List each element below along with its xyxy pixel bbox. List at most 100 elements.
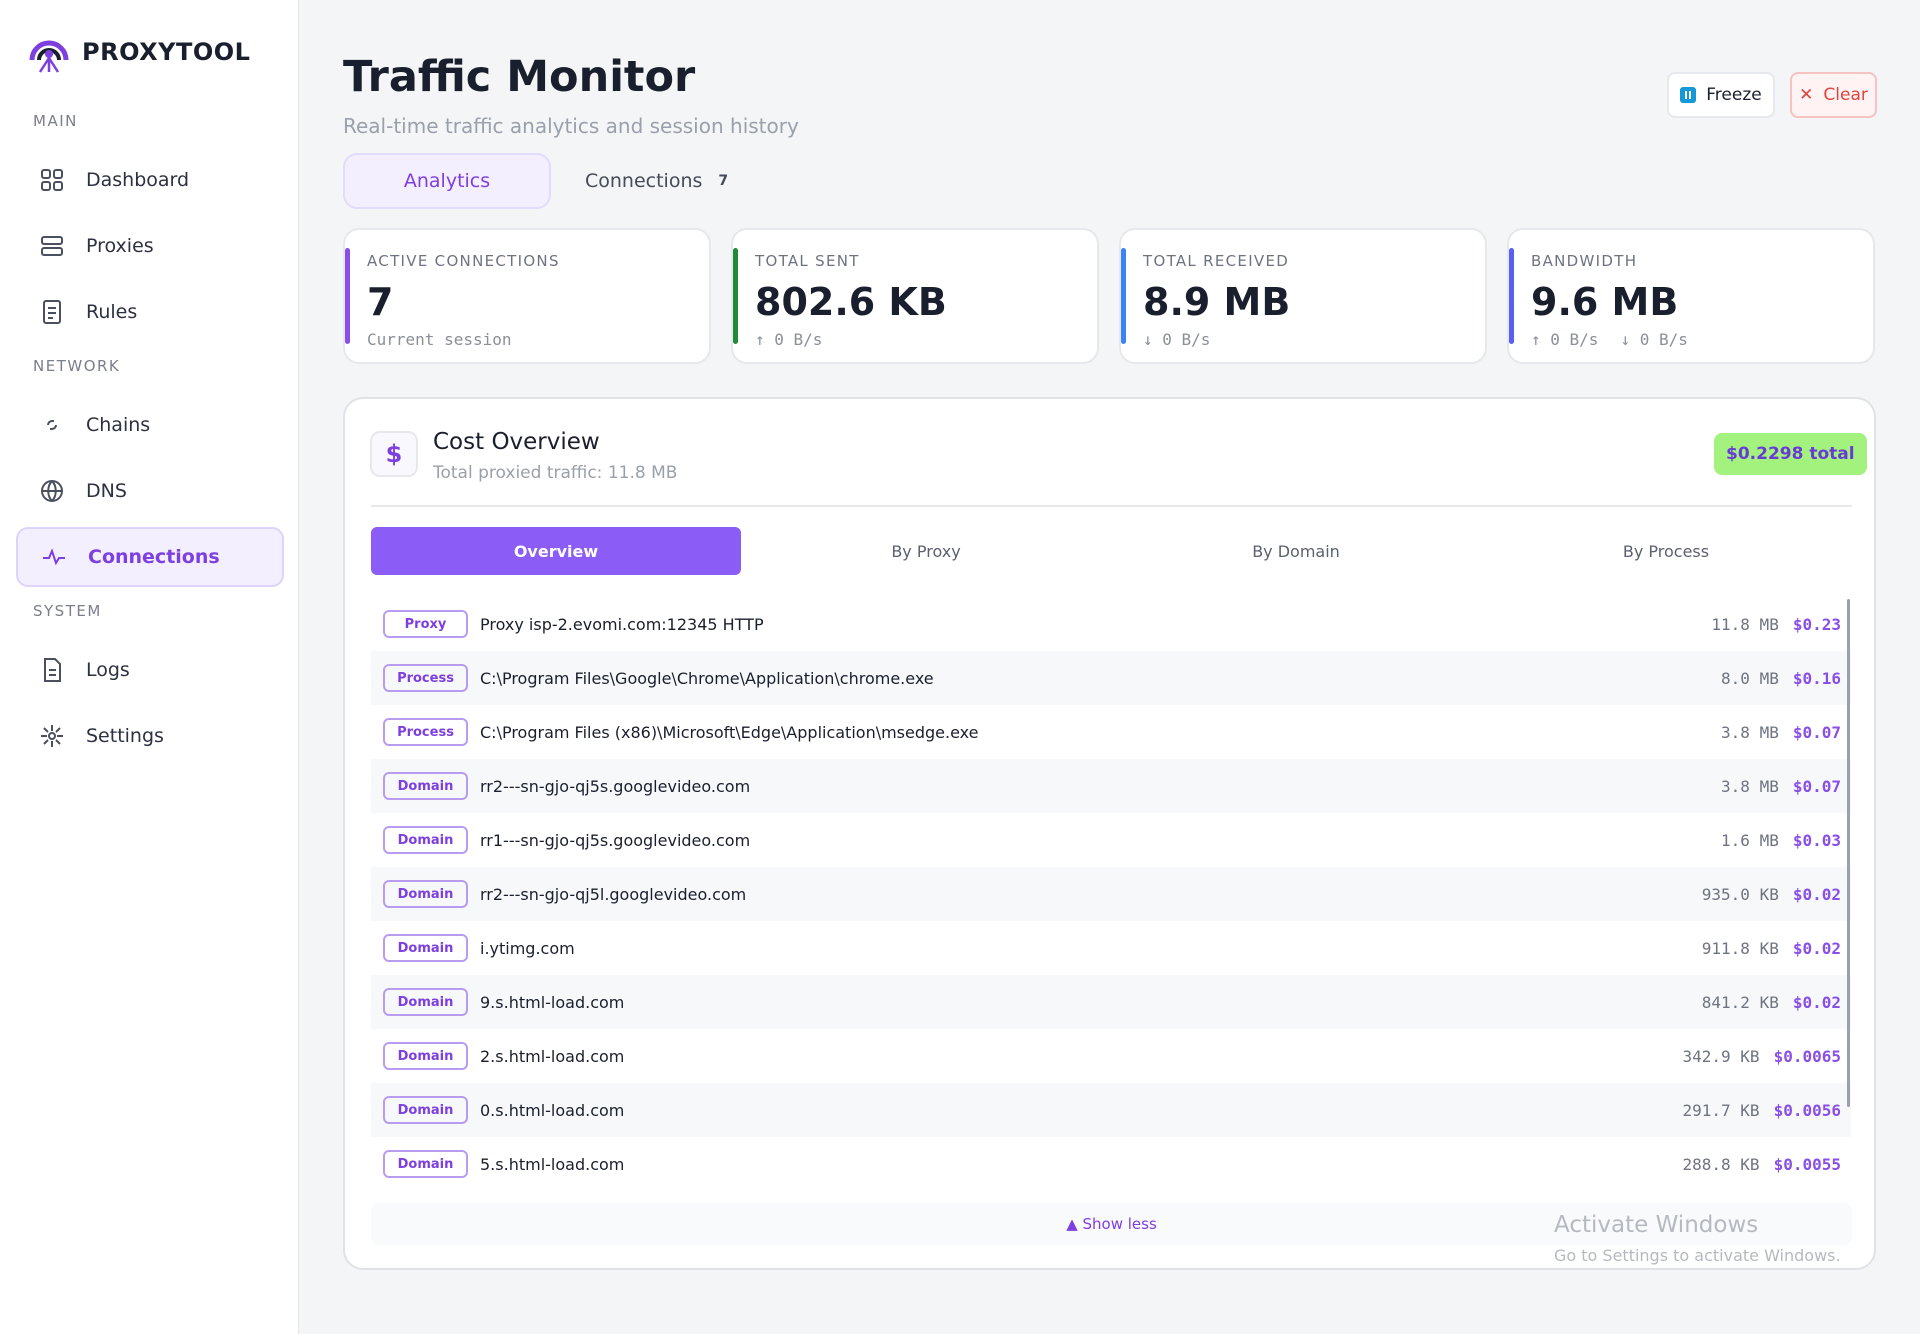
stat-accent [1121,248,1126,344]
row-name: 9.s.html-load.com [480,992,625,1012]
kind-badge: Domain [383,988,468,1016]
row-name: 0.s.html-load.com [480,1100,625,1120]
cost-total: $0.2298 total [1714,433,1867,475]
row-cost: $0.02 [1792,938,1841,958]
stat-label: ACTIVE CONNECTIONS [367,252,560,270]
nav-item[interactable]: Settings [16,706,284,766]
nav-icon [44,658,61,682]
nav-icon [43,548,65,566]
pause-icon [1680,87,1697,103]
cost-tab[interactable]: By Process [1622,541,1710,561]
row-name: i.ytimg.com [480,938,575,958]
cost-row: Domain rr2---sn-gjo-qj5s.googlevideo.com 3… [371,759,1851,813]
row-name: rr2---sn-gjo-qj5s.googlevideo.com [480,776,751,796]
nav-label: Connections [88,546,220,568]
stat-sub-text: ↑ 0 B/s [1531,330,1599,349]
kind-badge: Domain [383,1150,468,1178]
cost-tab[interactable]: By Proxy [891,541,961,561]
row-name: rr2---sn-gjo-qj5l.googlevideo.com [480,884,747,904]
kind-badge: Process [383,718,468,746]
stat-sub-text: ↓ 0 B/s [1620,330,1688,349]
brand-logo [29,40,69,73]
row-size: 291.7 KB [1682,1100,1760,1120]
row-name: 2.s.html-load.com [480,1046,625,1066]
nav-section-label: MAIN [33,112,78,130]
row-name: rr1---sn-gjo-qj5s.googlevideo.com [480,830,751,850]
row-cost: $0.02 [1792,992,1841,1012]
freeze-label: Freeze [1706,85,1762,105]
cost-row: Domain rr2---sn-gjo-qj5l.googlevideo.com 9… [371,867,1851,921]
stat-label: TOTAL SENT [755,252,860,270]
stat-value: 802.6 KB [755,280,947,324]
nav-item[interactable]: DNS [16,461,284,521]
stat-sub-text: ↑ 0 B/s [755,330,823,349]
stat-value: 8.9 MB [1143,280,1291,324]
nav-item[interactable]: Proxies [16,216,284,276]
kind-badge: Domain [383,1042,468,1070]
row-size: 3.8 MB [1721,722,1779,742]
stat-accent [345,248,350,344]
row-cost: $0.16 [1792,668,1841,688]
nav-label: DNS [86,480,127,502]
freeze-button[interactable]: Freeze [1667,72,1775,118]
stat-sub: ↑ 0 B/s ↓ 0 B/s [1531,330,1688,349]
row-cost: $0.02 [1792,884,1841,904]
connections-tab-label: Connections [585,170,703,192]
row-size: 935.0 KB [1701,884,1779,904]
analytics-tab[interactable]: Analytics [343,153,551,209]
cost-row: Domain rr1---sn-gjo-qj5s.googlevideo.com 1… [371,813,1851,867]
row-size: 288.8 KB [1682,1154,1760,1174]
stat-card: ACTIVE CONNECTIONS 7 Current session [343,228,711,364]
nav-icon [47,420,57,430]
clear-icon: ✕ [1799,85,1814,105]
row-name: 5.s.html-load.com [480,1154,625,1174]
nav-label: Dashboard [86,169,190,191]
nav-item[interactable]: Dashboard [16,150,284,210]
watermark-title: Activate Windows [1554,1212,1759,1238]
show-less[interactable]: ▲ Show less [371,1203,1852,1245]
row-cost: $0.07 [1792,776,1841,796]
nav-label: Chains [86,414,151,436]
row-size: 8.0 MB [1721,668,1779,688]
brand: PROXYTOOL [26,30,250,74]
row-size: 342.9 KB [1682,1046,1760,1066]
connections-tab[interactable]: Connections 7 [585,153,728,209]
nav-item[interactable]: Connections [16,527,284,587]
nav-item[interactable]: Logs [16,640,284,700]
stat-label: TOTAL RECEIVED [1143,252,1290,270]
row-size: 3.8 MB [1721,776,1779,796]
page-title: Traffic Monitor [343,52,696,102]
stat-sub: Current session [367,330,512,349]
kind-badge: Domain [383,1096,468,1124]
nav-icon [41,169,63,191]
cost-icon: $ [370,431,418,477]
cost-tab[interactable]: Overview [371,527,741,575]
row-cost: $0.03 [1792,830,1841,850]
row-name: C:\Program Files (x86)\Microsoft\Edge\Ap… [480,722,979,742]
cost-tab[interactable]: By Domain [1252,541,1340,561]
cost-row: Proxy Proxy isp-2.evomi.com:12345 HTTP 11.… [371,597,1851,651]
cost-row: Domain i.ytimg.com 911.8 KB $0.02 [371,921,1851,975]
row-name: C:\Program Files\Google\Chrome\Applicati… [480,668,934,688]
nav-item[interactable]: Chains [16,395,284,455]
nav-item[interactable]: Rules [16,282,284,342]
kind-badge: Domain [383,934,468,962]
kind-badge: Domain [383,772,468,800]
row-cost: $0.0055 [1773,1154,1841,1174]
cost-row: Domain 2.s.html-load.com 342.9 KB $0.0065 [371,1029,1851,1083]
stat-label: BANDWIDTH [1531,252,1638,270]
stat-sub: ↑ 0 B/s [755,330,822,349]
kind-badge: Proxy [383,610,468,638]
stat-card: BANDWIDTH 9.6 MB ↑ 0 B/s ↓ 0 B/s [1507,228,1875,364]
kind-badge: Domain [383,826,468,854]
cost-row: Process C:\Program Files (x86)\Microsoft\… [371,705,1851,759]
stat-accent [1509,248,1514,344]
brand-name: PROXYTOOL [82,38,251,66]
stat-card: TOTAL SENT 802.6 KB ↑ 0 B/s [731,228,1099,364]
nav-icon [41,236,63,256]
clear-button[interactable]: ✕ Clear [1790,72,1877,118]
nav-label: Settings [86,725,164,747]
page-subtitle: Real-time traffic analytics and session … [343,114,799,138]
